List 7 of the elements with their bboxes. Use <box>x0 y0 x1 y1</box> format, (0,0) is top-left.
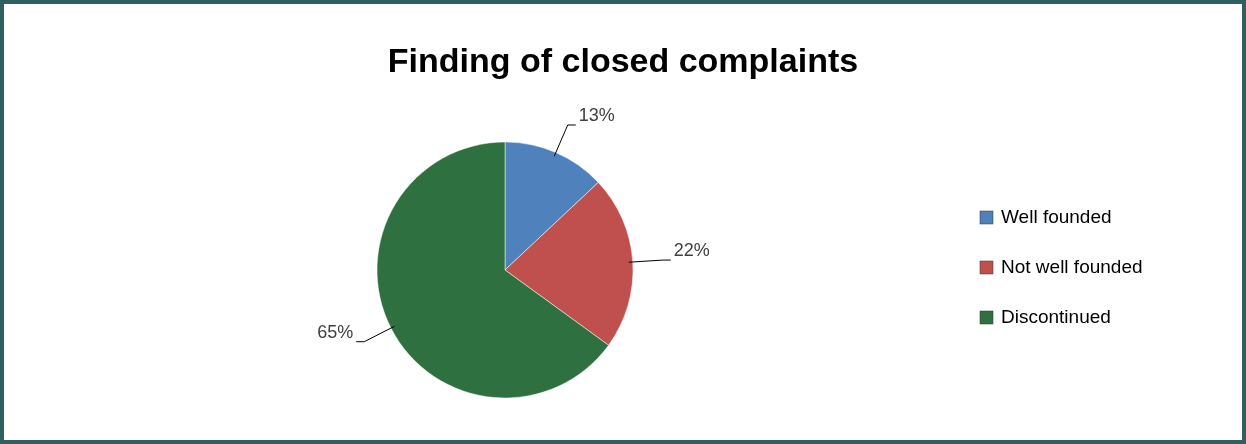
chart-title: Finding of closed complaints <box>387 41 859 79</box>
legend-label: Well founded <box>1001 206 1112 227</box>
data-label: 22% <box>673 240 710 261</box>
legend-label: Not well founded <box>1001 256 1143 277</box>
data-label: 65% <box>317 321 354 342</box>
legend-label: Discontinued <box>1001 306 1111 327</box>
data-label: 13% <box>578 104 615 125</box>
